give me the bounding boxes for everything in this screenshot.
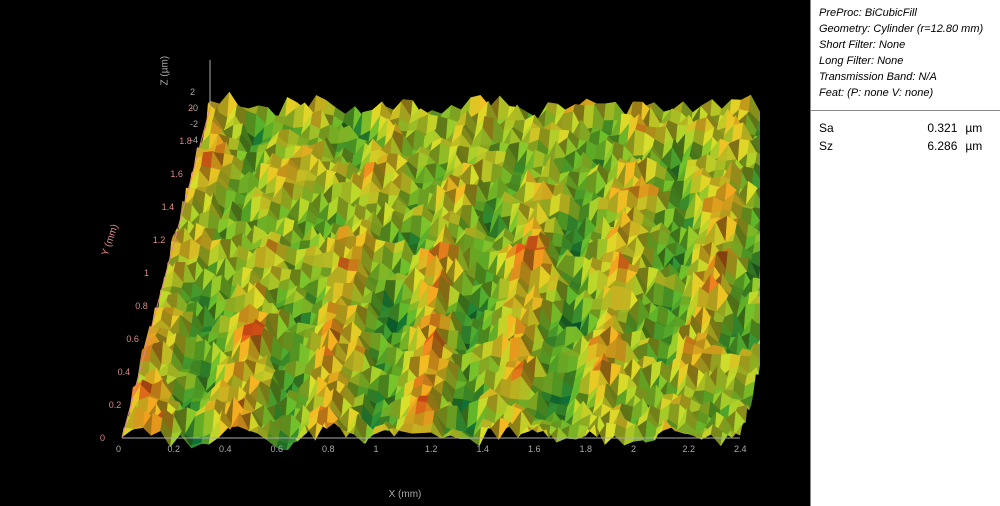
metric-value: 0.321: [888, 119, 957, 137]
y-tick: 1: [144, 268, 149, 278]
metric-unit: µm: [957, 137, 992, 155]
x-tick: 1.2: [425, 444, 438, 454]
feat-label: Feat:: [819, 87, 844, 99]
x-tick: 0.8: [322, 444, 335, 454]
surface-plot-panel: X (mm) Y (mm) Z (µm) 00.20.40.60.811.21.…: [0, 0, 810, 506]
preproc-label: PreProc:: [819, 7, 862, 19]
side-info-panel: PreProc: BiCubicFill Geometry: Cylinder …: [810, 0, 1000, 506]
y-tick: 0.6: [126, 334, 139, 344]
metric-unit: µm: [957, 119, 992, 137]
geometry-value: Cylinder (r=12.80 mm): [873, 23, 983, 35]
y-tick: 0.2: [109, 400, 122, 410]
metric-row: Sa0.321µm: [819, 119, 992, 137]
metric-value: 6.286: [888, 137, 957, 155]
long-filter-value: None: [877, 55, 903, 67]
z-axis-label: Z (µm): [160, 56, 171, 86]
surface-plot-3d: [100, 60, 760, 450]
long-filter-label: Long Filter:: [819, 55, 874, 67]
processing-meta-box: PreProc: BiCubicFill Geometry: Cylinder …: [811, 0, 1000, 111]
z-tick: -2: [190, 119, 198, 129]
y-tick: 0: [100, 433, 105, 443]
x-tick: 1: [374, 444, 379, 454]
x-tick: 0.2: [168, 444, 181, 454]
x-tick: 1.4: [477, 444, 490, 454]
x-tick: 0.6: [271, 444, 284, 454]
feat-value: (P: none V: none): [847, 87, 933, 99]
x-tick: 2.4: [734, 444, 747, 454]
x-tick: 0.4: [219, 444, 232, 454]
metric-name: Sa: [819, 119, 888, 137]
y-tick: 0.4: [118, 367, 131, 377]
x-axis-label: X (mm): [389, 489, 422, 500]
metrics-table: Sa0.321µmSz6.286µm: [811, 111, 1000, 163]
z-tick: 2: [190, 87, 195, 97]
y-tick: 0.8: [135, 301, 148, 311]
metric-name: Sz: [819, 137, 888, 155]
y-tick: 1.6: [170, 169, 183, 179]
metric-row: Sz6.286µm: [819, 137, 992, 155]
short-filter-value: None: [879, 39, 905, 51]
x-tick: 0: [116, 444, 121, 454]
x-tick: 1.8: [580, 444, 593, 454]
x-tick: 2.2: [683, 444, 696, 454]
z-tick: -4: [190, 135, 198, 145]
y-tick: 1.4: [162, 202, 175, 212]
x-tick: 2: [631, 444, 636, 454]
trans-band-label: Transmission Band:: [819, 71, 915, 83]
preproc-value: BiCubicFill: [865, 7, 917, 19]
z-tick: -0: [190, 103, 198, 113]
y-tick: 1.2: [153, 235, 166, 245]
geometry-label: Geometry:: [819, 23, 870, 35]
trans-band-value: N/A: [918, 71, 936, 83]
x-tick: 1.6: [528, 444, 541, 454]
short-filter-label: Short Filter:: [819, 39, 876, 51]
